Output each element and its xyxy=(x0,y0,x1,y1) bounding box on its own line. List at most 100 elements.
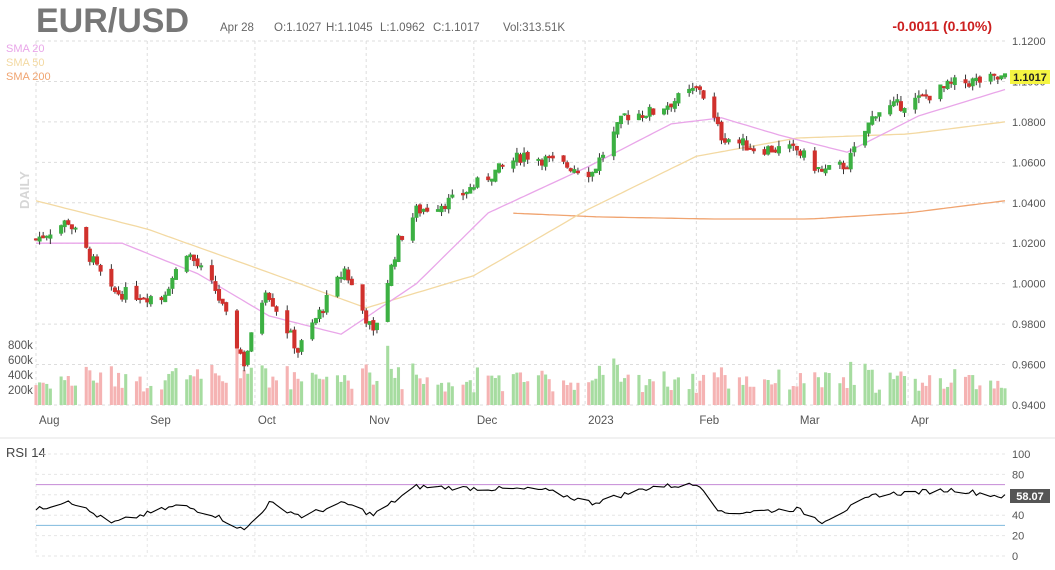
rsi-tick-label: 20 xyxy=(1012,531,1024,543)
volume-bar xyxy=(752,386,756,405)
volume-bar xyxy=(870,369,874,405)
date-tick-label: Dec xyxy=(477,415,498,427)
volume-bar xyxy=(285,366,289,405)
volume-bar xyxy=(38,382,42,405)
price-tick-label: 0.9800 xyxy=(1012,319,1046,331)
volume-bar xyxy=(594,378,598,405)
candle-body xyxy=(249,332,254,352)
candle-body xyxy=(550,155,555,159)
volume-bar xyxy=(192,376,196,405)
volume-bar xyxy=(59,376,63,405)
volume-bar xyxy=(666,386,670,405)
last-price-tag: 1.1017 xyxy=(1010,70,1050,84)
price-tick-label: 1.0600 xyxy=(1012,157,1046,169)
candle-body xyxy=(590,171,595,177)
candle-body xyxy=(367,321,372,325)
candle-body xyxy=(84,226,89,248)
volume-bar xyxy=(687,389,691,405)
volume-bar xyxy=(497,375,501,405)
candle-body xyxy=(173,269,179,280)
volume-bar xyxy=(167,373,171,405)
candle-body xyxy=(468,187,473,194)
candle-body xyxy=(360,284,365,311)
volume-bar xyxy=(989,380,993,405)
candle-body xyxy=(877,112,882,117)
candle-body xyxy=(801,150,807,158)
sma20-line xyxy=(36,88,1006,335)
candle-body xyxy=(191,254,196,262)
candle-body xyxy=(342,268,347,280)
candle-body xyxy=(974,77,979,82)
sma50-line xyxy=(35,121,1006,309)
volume-bar xyxy=(472,392,476,405)
volume-bar xyxy=(296,378,300,405)
candle-body xyxy=(425,207,430,212)
candle-body xyxy=(593,168,598,173)
candle-body xyxy=(992,73,997,76)
candle-body xyxy=(410,217,415,241)
ohlc-low: L:1.0962 xyxy=(380,22,425,34)
volume-bar xyxy=(562,380,566,405)
volume-bar xyxy=(486,375,490,405)
volume-bar xyxy=(70,385,74,405)
volume-bar xyxy=(361,368,365,405)
candle-body xyxy=(719,121,724,141)
candle-body xyxy=(927,95,932,101)
candle-body xyxy=(902,107,907,113)
volume-bar xyxy=(145,388,149,405)
volume-bar xyxy=(443,391,447,405)
candle-body xyxy=(945,80,950,90)
volume-bar xyxy=(949,382,953,405)
candle-body xyxy=(626,114,631,121)
volume-axis: 800k 600k 400k 200k xyxy=(8,340,33,397)
candle-body xyxy=(134,285,139,300)
volume-bar xyxy=(741,384,745,405)
candle-body xyxy=(970,78,975,87)
candle-body xyxy=(285,310,290,334)
volume-bar xyxy=(565,385,569,405)
candle-body xyxy=(123,287,128,300)
volume-bar xyxy=(788,389,792,405)
volume-bar xyxy=(174,368,178,405)
candle-body xyxy=(496,163,502,173)
volume-bar xyxy=(411,363,415,405)
volume-bar xyxy=(820,387,824,405)
volume-bar xyxy=(572,389,576,405)
candle-body xyxy=(543,156,548,167)
candle-body xyxy=(952,77,957,86)
volume-bar xyxy=(902,376,907,405)
candle-body xyxy=(87,248,92,262)
volume-bar xyxy=(849,361,853,405)
volume-bar xyxy=(723,375,727,405)
date-tick-label: Mar xyxy=(800,415,820,427)
volume-bar xyxy=(170,371,174,405)
volume-bar xyxy=(213,373,217,405)
candle-body xyxy=(827,165,832,170)
candle-body xyxy=(967,83,972,87)
volume-bar xyxy=(389,368,393,405)
candle-body xyxy=(120,293,125,300)
candle-body xyxy=(263,292,268,303)
volume-bar xyxy=(874,392,878,405)
volume-bar xyxy=(400,389,404,405)
candle-body xyxy=(568,168,573,172)
candle-body xyxy=(862,130,868,146)
volume-bar xyxy=(414,374,418,405)
candle-body xyxy=(439,205,444,213)
candle-body xyxy=(812,150,817,171)
candle-body xyxy=(776,146,781,154)
candle-body xyxy=(547,156,552,159)
volume-bar xyxy=(727,388,731,405)
date-tick-label: Apr xyxy=(911,415,929,427)
candle-body xyxy=(414,205,419,218)
candle-body xyxy=(166,288,171,296)
volume-bar xyxy=(371,384,375,405)
candle-body xyxy=(116,290,121,295)
candle-body xyxy=(371,320,376,331)
volume-bar xyxy=(895,375,899,405)
candle-body xyxy=(73,227,78,230)
volume-tick-label: 400k xyxy=(8,370,33,382)
volume-bar xyxy=(210,364,214,405)
candle-body xyxy=(313,318,318,324)
candle-body xyxy=(335,276,340,297)
